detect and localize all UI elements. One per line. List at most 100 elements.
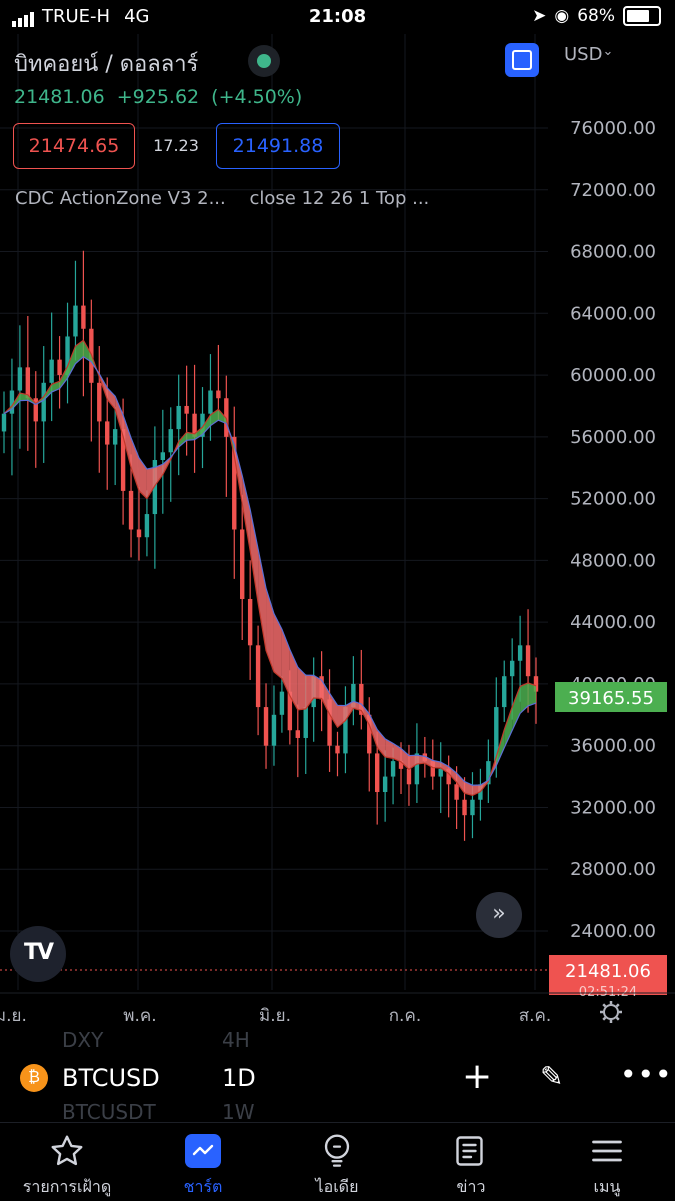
nav-news[interactable]: ข่าว <box>406 1131 536 1200</box>
chart-icon <box>185 1134 221 1168</box>
ghost-tf-top: 4H <box>222 1028 250 1052</box>
currency-selector[interactable]: USD⌄ <box>564 44 613 65</box>
price-tick-label: 28000.00 <box>570 859 656 880</box>
ema-band-segment <box>202 414 211 435</box>
candle-body <box>81 305 86 329</box>
settings-gear-icon[interactable] <box>600 1001 622 1023</box>
candle-body <box>398 761 404 769</box>
price-tick-label: 48000.00 <box>570 550 656 571</box>
nav-ideas[interactable]: ไอเดีย <box>272 1131 402 1200</box>
candle-body <box>224 398 229 437</box>
ema-band-segment <box>321 680 330 715</box>
slow-ema-line <box>3 355 537 786</box>
indicator-legend[interactable]: CDC ActionZone V3 2... close 12 26 1 Top… <box>15 188 429 209</box>
candle-body <box>525 645 531 677</box>
ema-band-segment <box>107 387 116 410</box>
spread-value: 17.23 <box>153 136 199 155</box>
buy-button[interactable]: 21491.88 <box>216 123 340 169</box>
price-tick-label: 24000.00 <box>570 921 656 942</box>
candle-body <box>240 529 245 599</box>
ema-band-segment <box>210 409 219 426</box>
ema-band-segment <box>369 713 378 748</box>
star-icon <box>51 1135 83 1166</box>
chevron-down-icon: ⌄ <box>602 44 614 59</box>
price-tick-label: 76000.00 <box>570 118 656 139</box>
bottom-nav: รายการเฝ้าดู ชาร์ต ไอเดีย ข่าว เมนู <box>0 1122 675 1201</box>
nav-label: รายการเฝ้าดู <box>22 1177 112 1196</box>
fast-ema-line <box>3 339 537 797</box>
nav-label: ข่าว <box>456 1177 486 1196</box>
nav-label: ไอเดีย <box>315 1177 359 1196</box>
nav-watchlist[interactable]: รายการเฝ้าดู <box>2 1131 132 1200</box>
ema-band-segment <box>377 729 386 757</box>
ema-band-segment <box>297 667 306 710</box>
signal-icon <box>12 6 36 27</box>
nav-menu[interactable]: เมนู <box>542 1131 672 1200</box>
last-price-tag <box>549 955 667 995</box>
candle-body <box>216 390 221 399</box>
price-chart[interactable]: 76000.00 72000.00 68000.00 64000.00 60000.00… <box>0 34 675 1034</box>
fullscreen-button[interactable] <box>505 43 539 77</box>
ema-band-segment <box>313 675 322 699</box>
nav-chart[interactable]: ชาร์ต <box>138 1131 268 1200</box>
price-tick-label: 44000.00 <box>570 612 656 633</box>
tv-logo-icon: TV <box>23 940 54 965</box>
candle-body <box>271 714 277 746</box>
battery-label: 68% <box>577 6 615 26</box>
symbol-selector[interactable]: BTCUSD <box>62 1064 160 1092</box>
candle-body <box>470 799 475 816</box>
candle-body <box>438 768 443 777</box>
carrier-label: TRUE-H <box>42 6 111 27</box>
candle-body <box>160 452 166 461</box>
ema-band-segment <box>67 346 76 379</box>
candle-body <box>517 645 523 661</box>
ghost-symbol-top: DXY <box>62 1028 104 1052</box>
candle-body <box>454 784 459 800</box>
ema-band-segment <box>385 738 394 759</box>
ema-band-segment <box>416 755 425 765</box>
ema-band-segment <box>401 748 409 770</box>
price-tick-label: 68000.00 <box>570 242 656 263</box>
ema-band-segment <box>131 438 139 491</box>
price-tick-label: 72000.00 <box>570 180 656 201</box>
candle-body <box>49 359 54 383</box>
add-icon[interactable]: + <box>462 1056 493 1097</box>
ema-band-segment <box>464 781 473 796</box>
draw-tool-icon[interactable]: ✎ <box>540 1060 564 1093</box>
symbol-title[interactable]: บิทคอยน์ / ดอลลาร์ <box>14 52 199 77</box>
candle-body <box>367 714 372 754</box>
candle-body <box>25 367 31 399</box>
timeframe-selector[interactable]: 1D <box>222 1064 256 1092</box>
candle-body <box>208 390 213 414</box>
more-options-icon[interactable]: ••• <box>620 1058 673 1091</box>
price-summary: 21481.06 +925.62 (+4.50%) <box>14 86 302 108</box>
candle-body <box>295 730 300 738</box>
ghost-symbol-bottom: BTCUSDT <box>62 1100 156 1124</box>
candle-body <box>105 421 110 445</box>
price-change-pct: (+4.50%) <box>211 86 303 108</box>
price-tick-label: 64000.00 <box>570 303 656 324</box>
candle-body <box>430 761 435 777</box>
time-tick-label: ส.ค. <box>519 1006 552 1026</box>
scroll-to-realtime-button[interactable]: » <box>476 892 522 938</box>
candle-body <box>247 598 253 646</box>
market-status-icon[interactable] <box>248 45 280 77</box>
ema-band-segment <box>528 682 536 706</box>
ema-band-segment <box>456 773 465 794</box>
candle-body <box>351 683 356 708</box>
candle-body <box>184 405 189 414</box>
tradingview-logo[interactable]: TV <box>10 926 66 982</box>
price-tick-label: 36000.00 <box>570 736 656 757</box>
sell-button[interactable]: 21474.65 <box>13 123 135 169</box>
ema-band-segment <box>512 686 521 731</box>
candle-body <box>446 768 451 785</box>
candle-body <box>176 405 181 430</box>
ema-band-segment <box>218 409 227 424</box>
candle-body <box>33 398 38 422</box>
candle-body <box>97 382 102 422</box>
candle-body <box>374 753 380 793</box>
battery-icon <box>623 6 661 26</box>
network-label: 4G <box>124 6 150 27</box>
candle-body <box>200 413 205 437</box>
ema-band-segment <box>472 785 481 796</box>
